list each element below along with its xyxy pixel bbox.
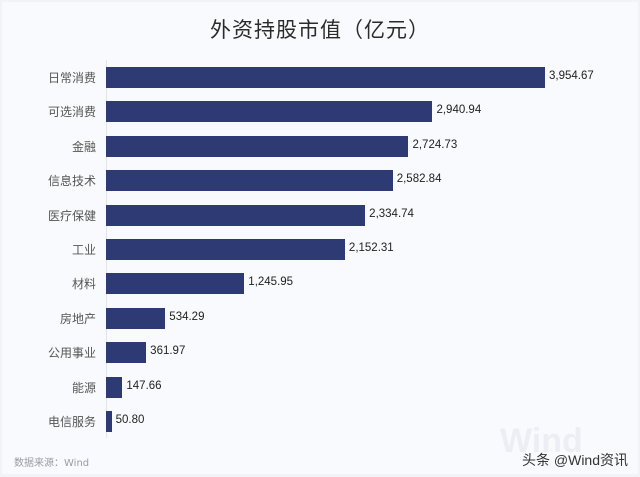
category-label: 信息技术	[47, 174, 96, 189]
value-label: 147.66	[126, 379, 162, 392]
bar-row: 信息技术 2,582.84	[2, 170, 640, 192]
chart-title: 外资持股市值（亿元）	[210, 18, 430, 42]
bar	[106, 101, 433, 123]
bar-row: 日常消费 3,954.67	[2, 67, 640, 88]
value-label: 3,954.67	[549, 70, 594, 82]
source-note: 数据来源：Wind	[14, 458, 90, 469]
bar-row: 电信服务 50.80	[2, 411, 640, 432]
value-label: 2,334.74	[369, 207, 414, 220]
value-label: 2,152.31	[348, 242, 394, 254]
category-label: 能源	[71, 380, 96, 395]
bar-row: 可选消费 2,940.94	[2, 101, 640, 123]
bar	[106, 170, 393, 192]
value-label: 2,724.73	[412, 138, 458, 151]
category-label: 工业	[71, 243, 96, 257]
watermark-text: Wind	[500, 422, 583, 460]
value-label: 2,582.84	[396, 173, 442, 186]
value-label: 1,245.95	[248, 276, 294, 289]
value-label: 534.29	[169, 310, 205, 323]
bar	[106, 376, 123, 398]
bar-row: 医疗保健 2,334.74	[2, 204, 640, 226]
bar	[106, 135, 409, 157]
bar	[106, 239, 345, 260]
bar	[106, 273, 245, 295]
value-label: 50.80	[115, 414, 145, 426]
bar-row: 房地产 534.29	[2, 307, 640, 329]
credit-text: 头条 @Wind资讯	[522, 452, 628, 468]
bar-row: 工业 2,152.31	[2, 239, 640, 260]
category-label: 公用事业	[47, 346, 96, 361]
bar-row: 能源 147.66	[2, 376, 640, 398]
value-label: 361.97	[150, 345, 186, 358]
bar	[106, 342, 147, 364]
category-label: 医疗保健	[47, 208, 96, 223]
bar	[106, 307, 166, 329]
category-label: 可选消费	[47, 105, 96, 120]
bar	[106, 67, 545, 88]
category-label: 电信服务	[47, 415, 96, 429]
bar	[106, 411, 112, 432]
bar-row: 金融 2,724.73	[2, 135, 640, 157]
bar	[106, 204, 366, 226]
category-label: 房地产	[59, 311, 96, 326]
category-label: 金融	[71, 139, 96, 154]
bar-row: 公用事业 361.97	[2, 342, 640, 364]
category-label: 日常消费	[47, 71, 96, 85]
value-label: 2,940.94	[436, 104, 482, 117]
bar-row: 材料 1,245.95	[2, 273, 640, 295]
category-label: 材料	[71, 277, 96, 292]
